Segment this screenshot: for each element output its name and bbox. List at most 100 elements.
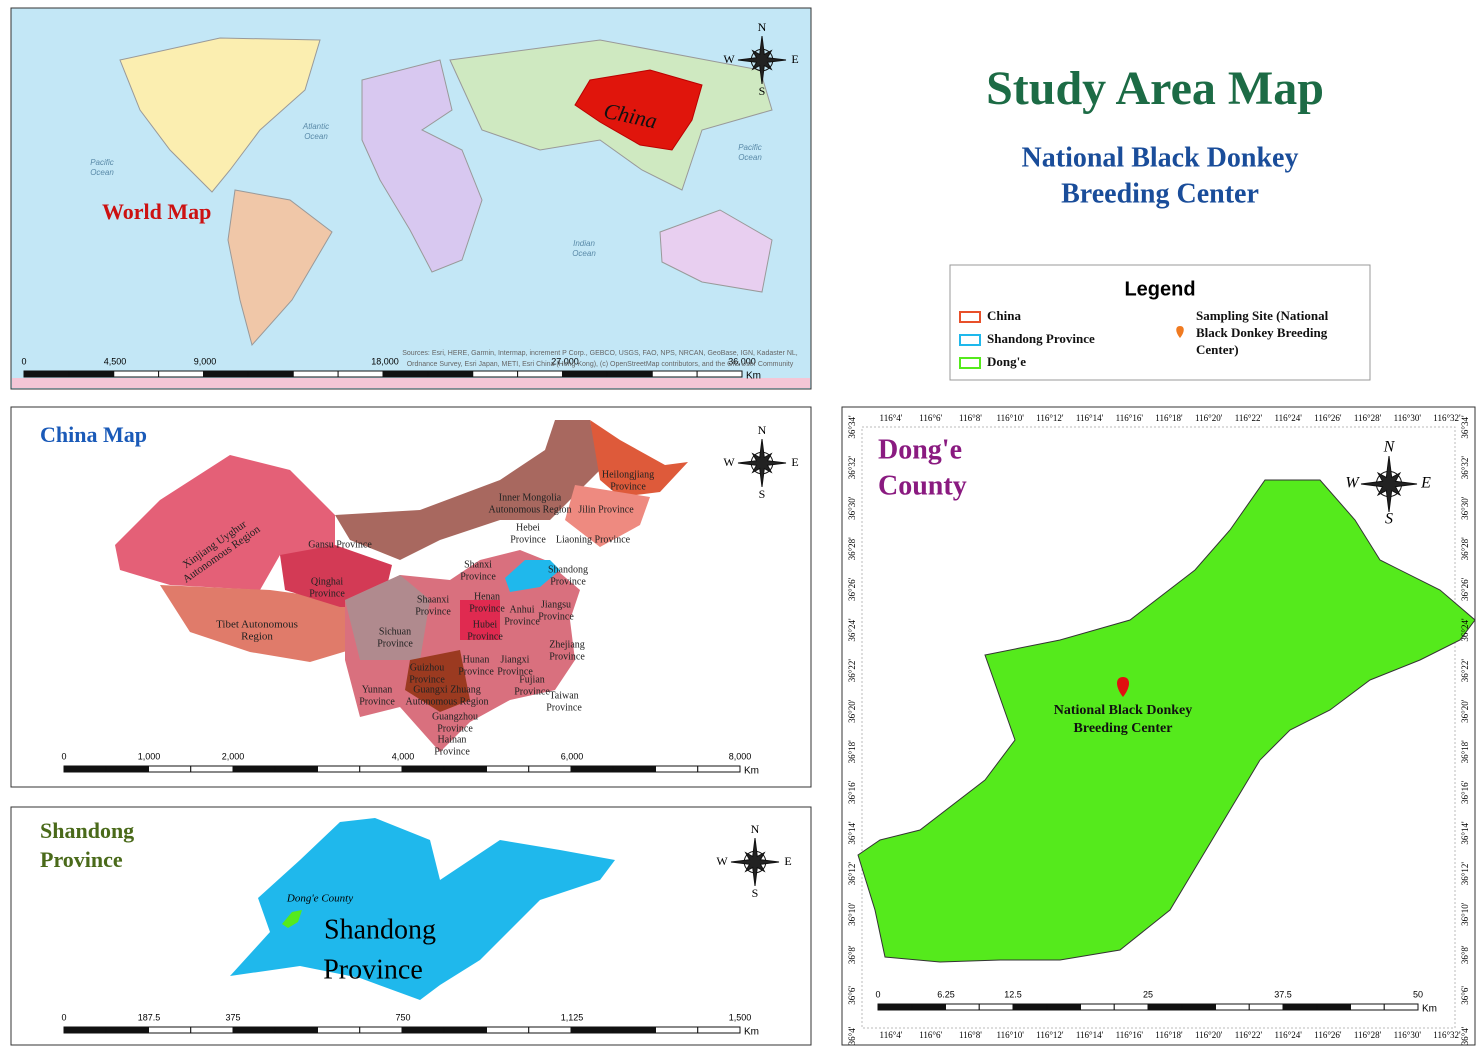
province-label: Henan (474, 591, 500, 602)
lat-tick-right: 36°18' (1460, 740, 1470, 764)
legend-title: Legend (1124, 278, 1195, 300)
province-label: Province (497, 666, 533, 677)
scale-segment (105, 1026, 149, 1034)
province-label: Inner Mongolia (499, 492, 562, 503)
lat-tick-left: 36°12' (847, 862, 857, 886)
scale-segment (486, 1026, 530, 1034)
province-label: Hunan (463, 654, 490, 665)
lon-tick-top: 116°32' (1433, 413, 1461, 423)
legend-swatch (959, 357, 981, 369)
scale-segment (190, 1026, 234, 1034)
scale-segment (203, 370, 249, 378)
guangxi-shape (405, 650, 470, 712)
scale-segment (877, 1003, 913, 1011)
province-label: Province (460, 571, 496, 582)
province-label: Province (409, 674, 445, 685)
china-panel (10, 406, 812, 788)
scale-segment (655, 1026, 699, 1034)
compass-star (737, 438, 787, 488)
lon-tick-top: 116°20' (1195, 413, 1223, 423)
compass-s: S (759, 487, 766, 501)
lat-tick-left: 36°20' (847, 699, 857, 723)
north-america (119, 37, 321, 193)
ocean-label: Pacific (90, 158, 114, 167)
scale-segment (274, 765, 318, 773)
lat-tick-left: 36°34' (847, 415, 857, 439)
lat-tick-left: 36°24' (847, 618, 857, 642)
lat-tick-left: 36°32' (847, 456, 857, 480)
scale-segment (1046, 1003, 1081, 1011)
province-label: Jiangxi (501, 654, 530, 665)
scale-label: 4,000 (392, 751, 415, 761)
scale-segment (63, 765, 107, 773)
province-label: Hubei (473, 619, 498, 630)
province-label: Yunnan (362, 684, 393, 695)
lon-tick-top: 116°28' (1354, 413, 1382, 423)
scale-segment (612, 765, 656, 773)
province-label: Province (309, 588, 345, 599)
scale-segment (697, 1026, 741, 1034)
province-label: Shandong (548, 564, 588, 575)
province-label: Province (469, 603, 505, 614)
graticule-frame (861, 426, 1456, 1029)
lon-tick-top: 116°4' (880, 413, 903, 423)
ocean-label: Ocean (738, 153, 762, 162)
scale-segment (1316, 1003, 1351, 1011)
legend-label: China (987, 308, 1021, 323)
scale-label: 25 (1143, 989, 1153, 999)
scale-label: 1,000 (138, 751, 161, 761)
sichuan-shape (345, 575, 430, 660)
scale-label: 0 (61, 751, 66, 761)
scale-segment (1383, 1003, 1419, 1011)
scale-segment (443, 765, 487, 773)
scale-segment (1113, 1003, 1149, 1011)
scale-segment (570, 1026, 614, 1034)
province-label: Gansu Province (308, 539, 372, 550)
lon-tick-bottom: 116°14' (1076, 1030, 1104, 1040)
scale-segment (562, 370, 608, 378)
europe-africa (361, 59, 483, 273)
mongolia-shape (335, 420, 600, 560)
australia (659, 209, 773, 293)
scale-segment (148, 765, 192, 773)
lat-tick-right: 36°20' (1460, 699, 1470, 723)
scale-label: 6.25 (937, 989, 955, 999)
province-label: Province (504, 616, 540, 627)
scale-segment (945, 1003, 980, 1011)
legend-swatch (959, 334, 981, 346)
scale-label: 0 (875, 989, 880, 999)
northeast-shape (565, 485, 650, 547)
subtitle: National Black Donkey (1022, 142, 1299, 173)
shandong-panel (10, 806, 812, 1046)
lon-tick-bottom: 116°26' (1314, 1030, 1342, 1040)
lat-tick-right: 36°22' (1460, 659, 1470, 683)
lon-tick-bottom: 116°22' (1235, 1030, 1263, 1040)
scale-label: 750 (395, 1012, 410, 1022)
lon-tick-top: 116°8' (959, 413, 982, 423)
legend-site: Center) (1196, 342, 1239, 357)
donge-shape (857, 479, 1476, 963)
lon-tick-bottom: 116°24' (1274, 1030, 1302, 1040)
scale-segment (697, 765, 741, 773)
lat-tick-right: 36°6' (1460, 986, 1470, 1005)
ocean-label: Ocean (572, 249, 596, 258)
scale-segment (232, 765, 276, 773)
scale-label: 187.5 (138, 1012, 161, 1022)
lat-tick-right: 36°30' (1460, 496, 1470, 520)
lat-tick-left: 36°30' (847, 496, 857, 520)
scale-segment (401, 765, 445, 773)
lon-tick-top: 116°14' (1076, 413, 1104, 423)
scale-segment (401, 1026, 445, 1034)
scale-label: 0 (21, 356, 26, 366)
lon-tick-top: 116°12' (1036, 413, 1064, 423)
lat-tick-left: 36°14' (847, 821, 857, 845)
county-label: Dong'e County (286, 893, 353, 905)
lon-tick-bottom: 116°20' (1195, 1030, 1223, 1040)
scale-unit: Km (746, 371, 761, 382)
lon-tick-top: 116°22' (1235, 413, 1263, 423)
compass-w: W (723, 52, 735, 66)
ocean-label: Atlantic (302, 122, 329, 131)
compass-star (737, 35, 787, 85)
shandong-map-label: Province (40, 847, 123, 872)
donge-label: County (878, 470, 967, 501)
